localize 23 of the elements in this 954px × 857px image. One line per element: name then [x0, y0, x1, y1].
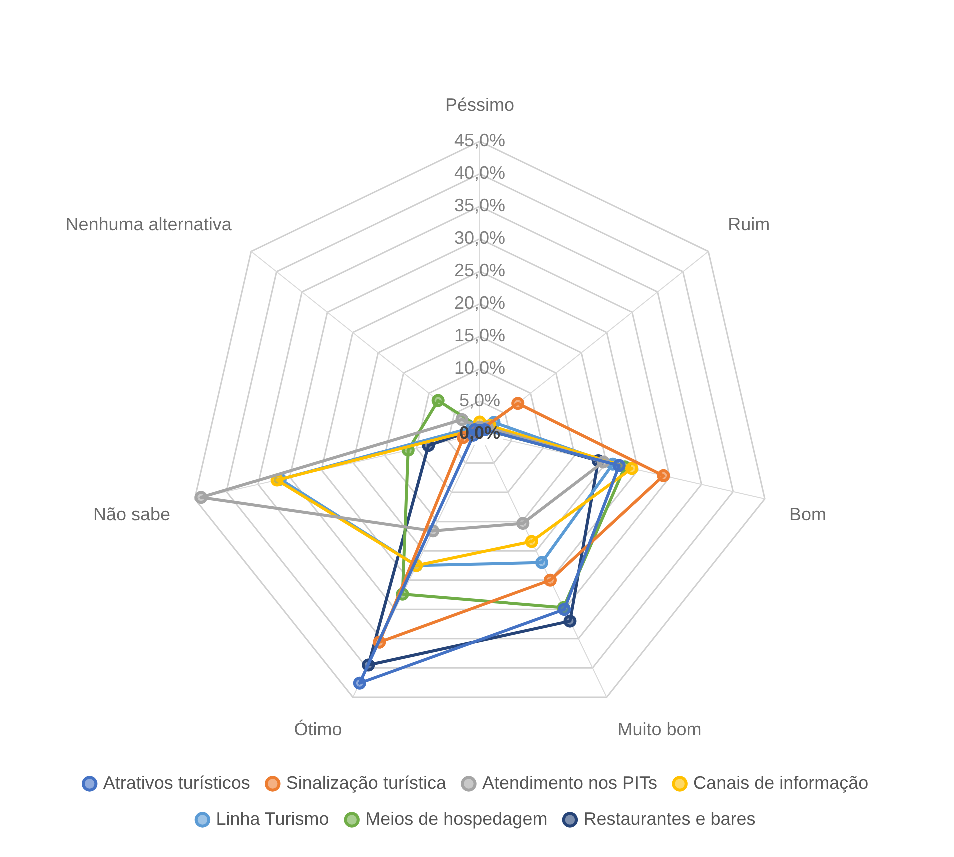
legend-label: Meios de hospedagem — [366, 808, 548, 829]
legend-label: Atrativos turísticos — [103, 772, 250, 793]
spoke-label: Péssimo — [445, 94, 515, 115]
y-tick-label: 5,0% — [459, 390, 501, 410]
y-tick-label: 45,0% — [454, 130, 506, 151]
y-tick-label: 40,0% — [454, 163, 506, 184]
spoke-label: Não sabe — [93, 504, 171, 524]
legend-label: Atendimento nos PITs — [482, 772, 658, 793]
legend-label: Canais de informação — [694, 772, 869, 793]
spoke-label: Ruim — [728, 214, 770, 234]
legend-label: Restaurantes e bares — [584, 808, 756, 829]
y-tick-label: 25,0% — [454, 260, 506, 281]
legend-label: Linha Turismo — [216, 808, 330, 829]
y-tick-label: 20,0% — [454, 293, 506, 314]
y-tick-label: 10,0% — [454, 358, 506, 378]
y-tick-label: 35,0% — [454, 196, 506, 216]
spoke-label: Nenhuma alternativa — [66, 214, 233, 234]
y-tick-label: 30,0% — [454, 228, 506, 248]
spoke-label: Ótimo — [294, 720, 342, 740]
spoke-label: Bom — [789, 504, 826, 524]
legend-label: Sinalização turística — [286, 772, 448, 793]
y-tick-label: 15,0% — [454, 326, 506, 346]
spoke-label: Muito bom — [618, 720, 702, 740]
